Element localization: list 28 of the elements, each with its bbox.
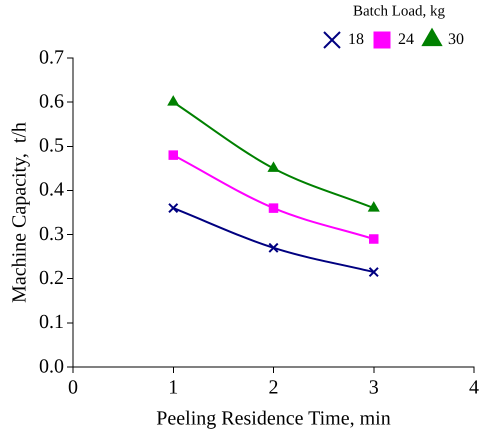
point (268, 203, 278, 213)
point (168, 96, 179, 106)
x-tick-label: 3 (368, 376, 379, 398)
x-tick-label: 1 (168, 376, 178, 398)
y-tick-label: 0.6 (39, 90, 64, 112)
x-axis-title: Peeling Residence Time, min (156, 407, 391, 430)
legend-label: 24 (398, 31, 414, 48)
point (368, 202, 380, 212)
y-axis-title: Machine Capacity, t/h (8, 122, 30, 303)
legend-title: Batch Load, kg (352, 3, 446, 20)
y-tick-label: 0.3 (39, 222, 64, 245)
y-tick-label: 0.4 (39, 178, 64, 201)
y-tick-label: 0.2 (39, 266, 64, 289)
x-tick-label: 4 (469, 376, 479, 398)
point (268, 162, 280, 172)
y-tick-label: 0.0 (39, 355, 64, 378)
point (268, 242, 279, 254)
y-tick-label: 0.7 (39, 46, 64, 68)
x-tick-label: 2 (268, 376, 278, 398)
legend-label: 18 (348, 31, 364, 48)
y-tick-label: 0.5 (39, 134, 64, 157)
legend-label: 30 (448, 31, 464, 48)
x-tick-label: 0 (68, 376, 78, 398)
point (168, 150, 178, 160)
point (369, 234, 378, 244)
point (168, 202, 178, 214)
point (368, 266, 379, 278)
y-tick-label: 0.1 (39, 311, 64, 334)
